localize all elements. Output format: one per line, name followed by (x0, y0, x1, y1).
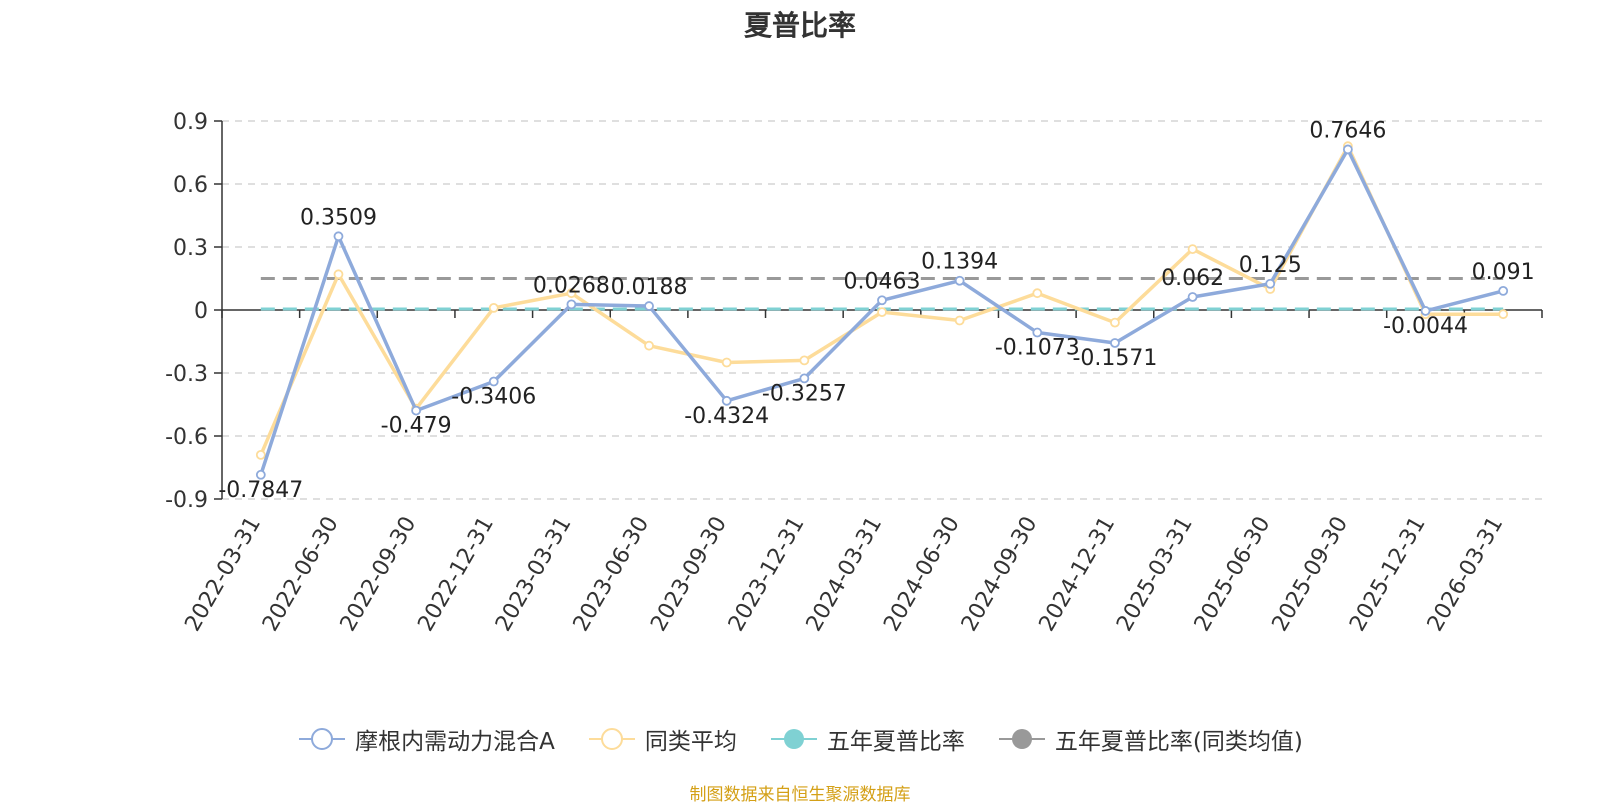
y-tick-label: -0.3 (165, 362, 208, 387)
data-label: -0.3406 (451, 385, 536, 410)
legend-item-five-year[interactable]: 五年夏普比率 (769, 722, 965, 756)
y-tick-label: 0.3 (173, 236, 208, 261)
y-tick-label: -0.6 (165, 425, 208, 450)
x-tick-label: 2025-12-31 (1345, 513, 1431, 636)
y-tick-label: 0.6 (173, 173, 208, 198)
x-tick-label: 2024-06-30 (879, 512, 965, 635)
fund-point (411, 405, 422, 416)
data-label: 0.125 (1239, 253, 1302, 278)
data-label: -0.7847 (218, 478, 303, 503)
peer-average-point (1498, 309, 1509, 320)
x-tick-label: 2022-12-31 (413, 513, 499, 636)
x-tick-label: 2026-03-31 (1423, 513, 1509, 636)
peer-average-point (1032, 288, 1043, 299)
data-label: 0.0268 (533, 273, 610, 298)
legend-item-five-year-peer[interactable]: 五年夏普比率(同类均值) (997, 722, 1303, 756)
chart-title: 夏普比率 (743, 9, 856, 42)
data-label: -0.4324 (684, 404, 769, 429)
fund-point (644, 301, 654, 311)
data-label: -0.1073 (995, 336, 1080, 361)
x-tick-label: 2025-03-31 (1112, 513, 1198, 636)
peer-average-point (1187, 244, 1198, 255)
data-label: -0.1571 (1072, 346, 1157, 371)
legend-label-peer-avg: 同类平均 (644, 729, 737, 755)
peer-average-point (644, 340, 654, 351)
fund-point (1342, 144, 1353, 155)
fund-point (799, 373, 810, 384)
legend-five-year-peer-icon (998, 729, 1045, 749)
legend-label-five-year: 五年夏普比率 (826, 729, 965, 755)
x-tick-label: 2023-03-31 (491, 513, 577, 636)
fund-point (333, 231, 344, 242)
data-label: -0.479 (381, 414, 452, 439)
x-tick-label: 2024-03-31 (802, 513, 888, 636)
source-note: 制图数据来自恒生聚源数据库 (689, 785, 911, 805)
fund-point (877, 295, 887, 306)
fund-point (721, 395, 732, 406)
peer-average-point (566, 288, 577, 299)
peer-average-point (877, 307, 887, 318)
x-tick-label: 2025-09-30 (1267, 513, 1353, 636)
legend-label-five-year-peer: 五年夏普比率(同类均值) (1054, 729, 1303, 755)
peer-average-point (954, 315, 965, 326)
x-tick-label: 2023-12-31 (724, 513, 810, 636)
x-tick-label: 2023-09-30 (646, 513, 732, 636)
fund-point (954, 275, 965, 286)
peer-average-point (333, 269, 344, 280)
peer-average-point (799, 355, 810, 366)
legend-peer-avg-icon (588, 728, 635, 750)
data-label: 0.062 (1161, 266, 1224, 291)
peer-average-point (488, 302, 499, 313)
fund-point (1420, 306, 1431, 316)
x-tick-label: 2024-12-31 (1035, 513, 1121, 636)
fund-point (255, 469, 266, 480)
x-tick-label: 2022-03-31 (180, 513, 266, 636)
y-tick-label: -0.9 (165, 488, 208, 513)
x-tick-label: 2022-09-30 (336, 513, 422, 636)
peer-average-point (721, 357, 732, 368)
legend-five-year-icon (770, 729, 817, 749)
x-tick-label: 2024-09-30 (957, 513, 1043, 636)
data-label: 0.7646 (1309, 118, 1386, 143)
peer-average-point (1110, 317, 1120, 328)
legend-label-fund: 摩根内需动力混合A (355, 729, 555, 755)
x-tick-label: 2025-06-30 (1190, 513, 1276, 636)
legend-item-fund[interactable]: 摩根内需动力混合A (297, 722, 555, 756)
data-label: 0.091 (1472, 260, 1535, 285)
y-tick-label: 0.9 (173, 110, 208, 135)
y-tick-label: 0 (194, 299, 208, 324)
data-label: 0.3509 (300, 205, 377, 230)
fund-point (1187, 292, 1198, 302)
fund-point (488, 376, 499, 387)
x-tick-label: 2023-06-30 (569, 513, 655, 636)
data-label: 0.0463 (844, 269, 921, 294)
fund-point (1110, 338, 1120, 348)
data-label: -0.3257 (762, 381, 847, 406)
legend: 摩根内需动力混合A 同类平均 五年夏普比率 五年夏普比率(同类均值) (0, 722, 1600, 756)
data-label: 0.1394 (921, 250, 998, 275)
fund-point (566, 299, 577, 310)
legend-item-peer-avg[interactable]: 同类平均 (587, 722, 737, 756)
data-label: -0.0044 (1383, 314, 1468, 339)
fund-point (1032, 327, 1043, 338)
data-label: 0.0188 (611, 275, 688, 300)
fund-point (1265, 278, 1276, 289)
fund-point (1498, 285, 1509, 296)
x-tick-label: 2022-06-30 (258, 513, 344, 636)
legend-fund-icon (299, 728, 346, 750)
peer-average-point (255, 449, 266, 460)
